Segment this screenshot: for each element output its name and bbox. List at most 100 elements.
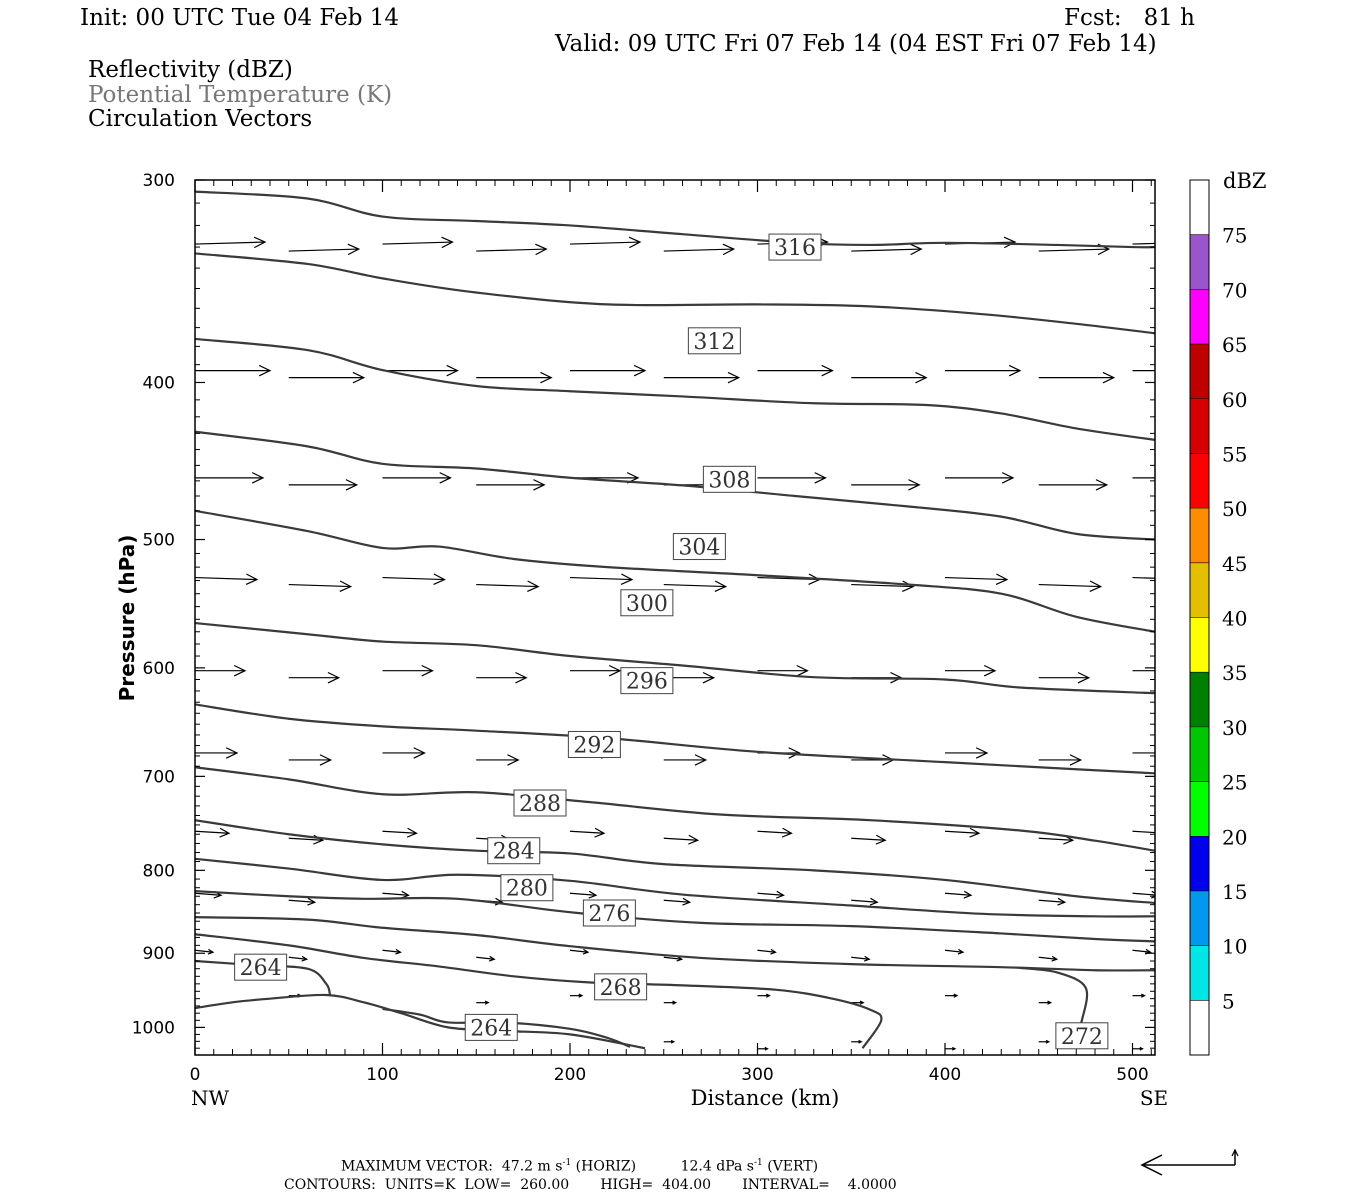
circulation-vector: [663, 897, 692, 906]
circulation-vector: [1132, 242, 1155, 245]
contour-label: 300: [620, 589, 674, 617]
circulation-vector: [476, 754, 520, 766]
svg-text:316: 316: [774, 236, 816, 261]
circulation-vector: [288, 243, 361, 256]
svg-text:264: 264: [240, 956, 282, 981]
contour-label: 276: [582, 899, 636, 927]
circulation-vector: [1038, 1000, 1053, 1005]
x-axis-label: Distance (km): [691, 1086, 840, 1110]
circulation-vector: [851, 897, 879, 906]
contour-label: 312: [687, 327, 741, 355]
contour-label: 316: [768, 233, 822, 261]
colorbar-label: 65: [1222, 333, 1247, 357]
circulation-vector: [569, 827, 606, 838]
circulation-vector: [382, 236, 454, 249]
circulation-vector: [1038, 479, 1109, 491]
circulation-vector: [569, 890, 598, 899]
colorbar-segment: [1190, 289, 1209, 345]
circulation-vector: [476, 479, 546, 491]
x-tick-label: 400: [929, 1065, 961, 1085]
circulation-vector: [945, 1046, 957, 1051]
svg-text:292: 292: [573, 733, 615, 758]
vert-superscript: -1: [753, 1158, 763, 1168]
contour-label: 264: [464, 1013, 518, 1041]
circulation-vector: [757, 1046, 769, 1051]
circulation-vector: [1132, 993, 1146, 998]
circulation-vector: [663, 834, 700, 845]
init-time: Init: 00 UTC Tue 04 Feb 14: [80, 5, 400, 31]
colorbar-label: 35: [1222, 661, 1247, 685]
y-tick-label: 500: [143, 531, 175, 551]
circulation-vector: [851, 955, 871, 962]
circulation-vector: [288, 580, 353, 592]
circulation-vector: [851, 479, 921, 491]
horiz-superscript: -1: [562, 1158, 572, 1168]
circulation-vector: [382, 664, 434, 677]
colorbar-segment: [1190, 453, 1209, 509]
circulation-vector: [945, 364, 1022, 377]
circulation-vector: [1132, 830, 1155, 834]
y-axis-label: Pressure (hPa): [115, 535, 139, 702]
svg-text:280: 280: [506, 877, 548, 902]
theta-contours: [195, 190, 1155, 1050]
circulation-vector: [851, 834, 887, 845]
theta-contour: [195, 959, 332, 996]
contour-label: 284: [487, 837, 541, 865]
theta-contour: [195, 993, 646, 1050]
y-axis: 300 400 500 600 700 800 900 1000: [132, 171, 1155, 1056]
circulation-vector: [851, 580, 915, 592]
circulation-vector: [1132, 1046, 1144, 1051]
colorbar-segment: [1190, 617, 1209, 673]
circulation-vector: [944, 827, 981, 838]
circulation-vector: [195, 364, 272, 377]
theta-contour: [195, 857, 1155, 918]
y-tick-label: 900: [143, 944, 175, 964]
y-tick-label: 800: [143, 861, 175, 881]
valid-time: Valid: 09 UTC Fri 07 Feb 14 (04 EST Fri …: [555, 31, 1157, 57]
y-tick-label: 600: [143, 659, 175, 679]
circulation-vector: [382, 364, 459, 377]
circulation-vector: [382, 948, 402, 955]
circulation-vector: [945, 747, 989, 759]
reference-vector: [1140, 1148, 1239, 1176]
circulation-vector: [476, 580, 540, 592]
circulation-vector: [382, 747, 426, 759]
svg-text:284: 284: [493, 840, 535, 865]
circulation-vector: [1038, 955, 1059, 962]
circulation-vector: [944, 890, 973, 899]
circulation-vector: [757, 664, 809, 677]
circulation-vector: [570, 664, 622, 677]
x-tick-label: 100: [366, 1065, 398, 1085]
colorbar-label: 55: [1222, 442, 1247, 466]
circulation-vector: [195, 827, 231, 838]
max-vector-horiz: 47.2 m s: [501, 1158, 563, 1175]
contour-label: 292: [567, 730, 621, 758]
circulation-vector: [945, 472, 1015, 484]
colorbar-label: 40: [1222, 607, 1247, 631]
circulation-vector: [476, 1000, 490, 1005]
plot-frame: [194, 179, 1156, 1056]
theta-contour: [195, 252, 1155, 335]
svg-text:264: 264: [470, 1016, 512, 1041]
circulation-vector: [1132, 477, 1155, 479]
colorbar-label: 30: [1222, 716, 1247, 740]
y-tick-label: 700: [143, 767, 175, 787]
circulation-vector: [570, 993, 584, 998]
colorbar-unit: dBZ: [1223, 169, 1266, 193]
x-tick-label: 0: [190, 1065, 201, 1085]
circulation-vector: [944, 948, 965, 955]
y-tick-label: 1000: [132, 1018, 175, 1038]
colorbar-segment: [1190, 781, 1209, 837]
y-tick-label: 300: [143, 171, 175, 191]
colorbar-segment: [1190, 562, 1209, 618]
colorbar-label: 75: [1222, 224, 1247, 248]
circulation-vector: [382, 573, 446, 585]
circulation-vector: [569, 573, 634, 585]
circulation-vector: [757, 364, 834, 377]
max-vector-line: MAXIMUM VECTOR: 47.2 m s-1 (HORIZ) 12.4 …: [341, 1158, 818, 1175]
colorbar-segment: [1190, 672, 1209, 727]
circulation-vector: [1038, 671, 1091, 684]
circulation-vector: [851, 371, 928, 384]
contour-label: 264: [234, 953, 288, 981]
circulation-vector: [757, 948, 777, 955]
